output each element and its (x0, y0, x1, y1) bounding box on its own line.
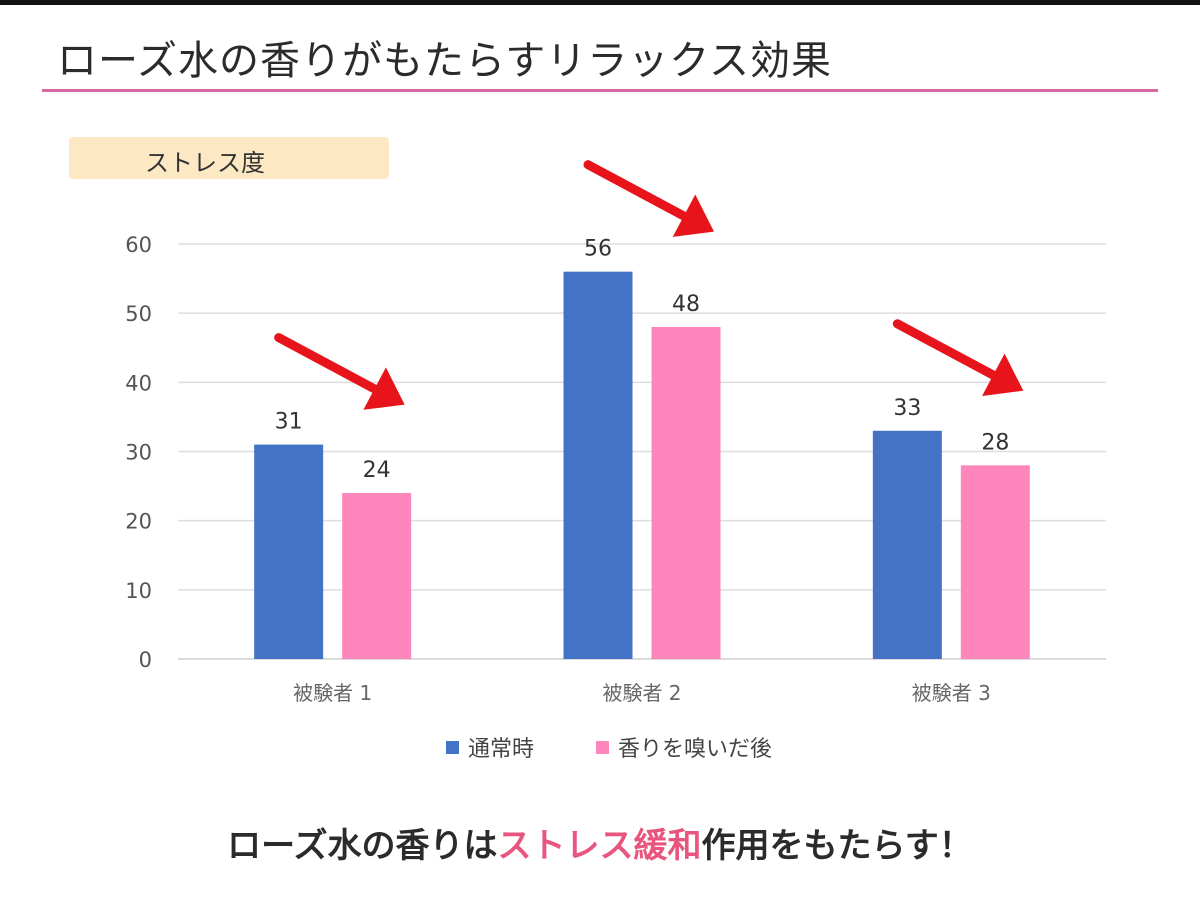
y-tick-label: 30 (125, 441, 152, 465)
bar-chart: 0 10 20 30 40 50 60 31 24 被験者 1 56 48 被験者 2 33 28 被験者 3… (125, 160, 1106, 762)
data-label: 31 (275, 410, 303, 435)
data-label: 56 (584, 237, 612, 262)
data-label: 48 (672, 292, 700, 317)
trend-arrow-head (363, 367, 405, 410)
x-tick-label: 被験者 1 (293, 681, 372, 705)
bar (960, 465, 1030, 659)
legend-swatch (446, 741, 459, 754)
conclusion-text: ローズ水の香りはストレス緩和作用をもたらす！ (0, 818, 1200, 867)
y-tick-label: 40 (125, 371, 152, 395)
data-label: 24 (363, 458, 391, 483)
y-axis-label: ストレス度 (145, 149, 265, 177)
x-tick-label: 被験者 2 (602, 681, 681, 705)
legend-label: 香りを嗅いだ後 (618, 737, 772, 762)
trend-arrow-head (982, 353, 1024, 396)
trend-arrow (274, 333, 396, 403)
y-tick-label: 20 (125, 510, 152, 534)
data-label: 28 (981, 430, 1009, 455)
y-tick-label: 60 (125, 233, 152, 257)
bar (872, 430, 942, 659)
trend-arrow (892, 319, 1014, 389)
data-label: 33 (893, 396, 921, 421)
y-tick-label: 50 (125, 302, 152, 326)
trend-arrow (583, 160, 705, 230)
conclusion-after: 作用をもたらす！ (701, 826, 973, 866)
bar (254, 444, 324, 659)
x-tick-label: 被験者 3 (912, 681, 991, 705)
top-border (0, 0, 1200, 5)
conclusion-highlight: ストレス緩和 (497, 826, 702, 866)
slide-title: ローズ水の香りがもたらすリラックス効果 (57, 38, 832, 84)
bar (563, 271, 633, 659)
conclusion-before: ローズ水の香りは (227, 826, 498, 866)
y-tick-label: 0 (139, 648, 152, 672)
bar (651, 327, 721, 659)
y-axis-label-box: ストレス度 (69, 137, 389, 179)
trend-arrow-head (672, 194, 714, 237)
y-tick-label: 10 (125, 579, 152, 603)
legend-label: 通常時 (468, 737, 534, 762)
bar (342, 493, 412, 659)
legend-swatch (596, 741, 609, 754)
title-underline (42, 89, 1158, 92)
